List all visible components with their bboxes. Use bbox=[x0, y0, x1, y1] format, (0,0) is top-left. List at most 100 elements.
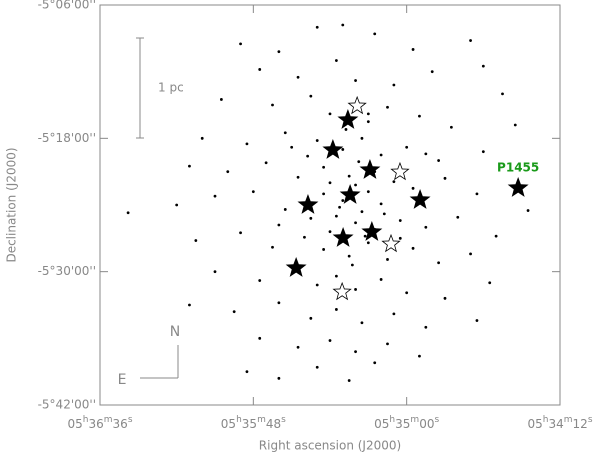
star-dot bbox=[379, 202, 383, 206]
star-dot bbox=[430, 70, 434, 74]
star-dot bbox=[354, 79, 357, 82]
star-dot bbox=[344, 128, 348, 131]
filled-star bbox=[359, 159, 381, 179]
filled-star bbox=[409, 189, 431, 209]
filled-star bbox=[339, 184, 361, 204]
star-dot bbox=[424, 225, 428, 229]
open-star bbox=[381, 233, 401, 253]
star-dot bbox=[360, 321, 364, 325]
star-dot bbox=[398, 236, 402, 240]
star-dot bbox=[315, 283, 319, 287]
x-tick-label: 05h34m12s bbox=[527, 415, 592, 431]
compass-north: N bbox=[170, 324, 180, 340]
star-dot bbox=[309, 94, 313, 98]
star-dot bbox=[226, 170, 230, 174]
star-dot bbox=[328, 230, 332, 234]
star-dot bbox=[328, 181, 332, 185]
star-dot bbox=[424, 152, 428, 156]
star-dot bbox=[322, 192, 326, 196]
star-dot bbox=[277, 376, 281, 380]
star-dot bbox=[456, 215, 460, 219]
star-dot bbox=[188, 164, 191, 168]
star-dot bbox=[373, 32, 377, 36]
y-tick-label: -5°42'00'' bbox=[38, 398, 96, 412]
star-dot bbox=[398, 219, 402, 222]
star-dot bbox=[354, 221, 357, 225]
y-tick-label: -5°06'00'' bbox=[38, 0, 96, 12]
filled-star bbox=[337, 109, 359, 129]
star-dot bbox=[290, 145, 294, 149]
compass-east: E bbox=[118, 372, 127, 388]
star-dot bbox=[418, 114, 421, 118]
star-dot bbox=[360, 136, 364, 140]
star-dot bbox=[341, 148, 345, 151]
filled-star bbox=[361, 221, 383, 241]
star-dot bbox=[328, 339, 332, 342]
star-dot bbox=[481, 64, 485, 68]
star-dot bbox=[309, 216, 313, 220]
star-dot bbox=[283, 131, 287, 135]
star-dot bbox=[341, 199, 345, 202]
annotation: P1455 bbox=[497, 161, 539, 175]
star-dot bbox=[379, 278, 383, 281]
star-dot bbox=[350, 263, 354, 267]
star-dot bbox=[334, 308, 338, 311]
star-dot bbox=[188, 303, 191, 307]
star-dot bbox=[245, 370, 249, 374]
star-dot bbox=[315, 139, 319, 142]
star-dot bbox=[213, 194, 217, 198]
star-dot bbox=[469, 39, 472, 42]
star-dot bbox=[296, 175, 300, 179]
star-dot bbox=[481, 150, 485, 154]
scale-bar: 1 pc bbox=[136, 37, 184, 139]
star-dot bbox=[405, 145, 409, 149]
star-dot bbox=[334, 59, 338, 62]
x-tick-label: 05h36m36s bbox=[67, 415, 132, 431]
star-dot bbox=[277, 223, 281, 227]
star-dot bbox=[411, 48, 415, 51]
star-dot bbox=[392, 180, 396, 184]
filled-star bbox=[297, 194, 319, 214]
star-dot bbox=[322, 248, 326, 251]
x-axis-title: Right ascension (J2000) bbox=[259, 439, 401, 453]
star-dot bbox=[277, 301, 281, 305]
star-dot bbox=[392, 83, 396, 87]
star-dot bbox=[357, 160, 361, 164]
star-dot bbox=[271, 103, 274, 107]
star-dot bbox=[354, 183, 357, 187]
star-dot bbox=[315, 365, 319, 369]
star-dot bbox=[277, 50, 281, 54]
star-dot bbox=[437, 159, 441, 162]
star-dot bbox=[513, 123, 517, 127]
star-dot bbox=[347, 254, 351, 258]
star-dot bbox=[347, 174, 351, 178]
star-dot bbox=[296, 345, 300, 349]
star-dot bbox=[354, 288, 357, 291]
star-dot bbox=[405, 291, 409, 295]
plot-frame bbox=[99, 4, 561, 406]
star-dot bbox=[126, 211, 130, 215]
star-dot bbox=[475, 192, 479, 196]
star-dot bbox=[469, 252, 472, 256]
star-dot bbox=[366, 120, 370, 124]
filled-star bbox=[322, 139, 344, 159]
star-dot bbox=[334, 214, 338, 218]
star-dot bbox=[373, 361, 377, 365]
compass: N E bbox=[118, 324, 181, 388]
star-dot bbox=[418, 354, 421, 358]
star-dot bbox=[328, 112, 332, 116]
star-dot bbox=[443, 176, 447, 180]
star-dot bbox=[251, 190, 255, 194]
open-star bbox=[347, 95, 367, 115]
star-dot bbox=[526, 209, 530, 212]
star-dot bbox=[392, 312, 396, 316]
star-dot bbox=[360, 210, 364, 214]
star-dot bbox=[264, 161, 268, 165]
star-dot bbox=[386, 105, 389, 109]
scale-label: 1 pc bbox=[158, 81, 184, 95]
star-dot bbox=[303, 235, 306, 239]
star-dot bbox=[366, 112, 370, 116]
star-dot bbox=[347, 379, 351, 382]
y-tick-label: -5°30'00'' bbox=[38, 264, 96, 278]
